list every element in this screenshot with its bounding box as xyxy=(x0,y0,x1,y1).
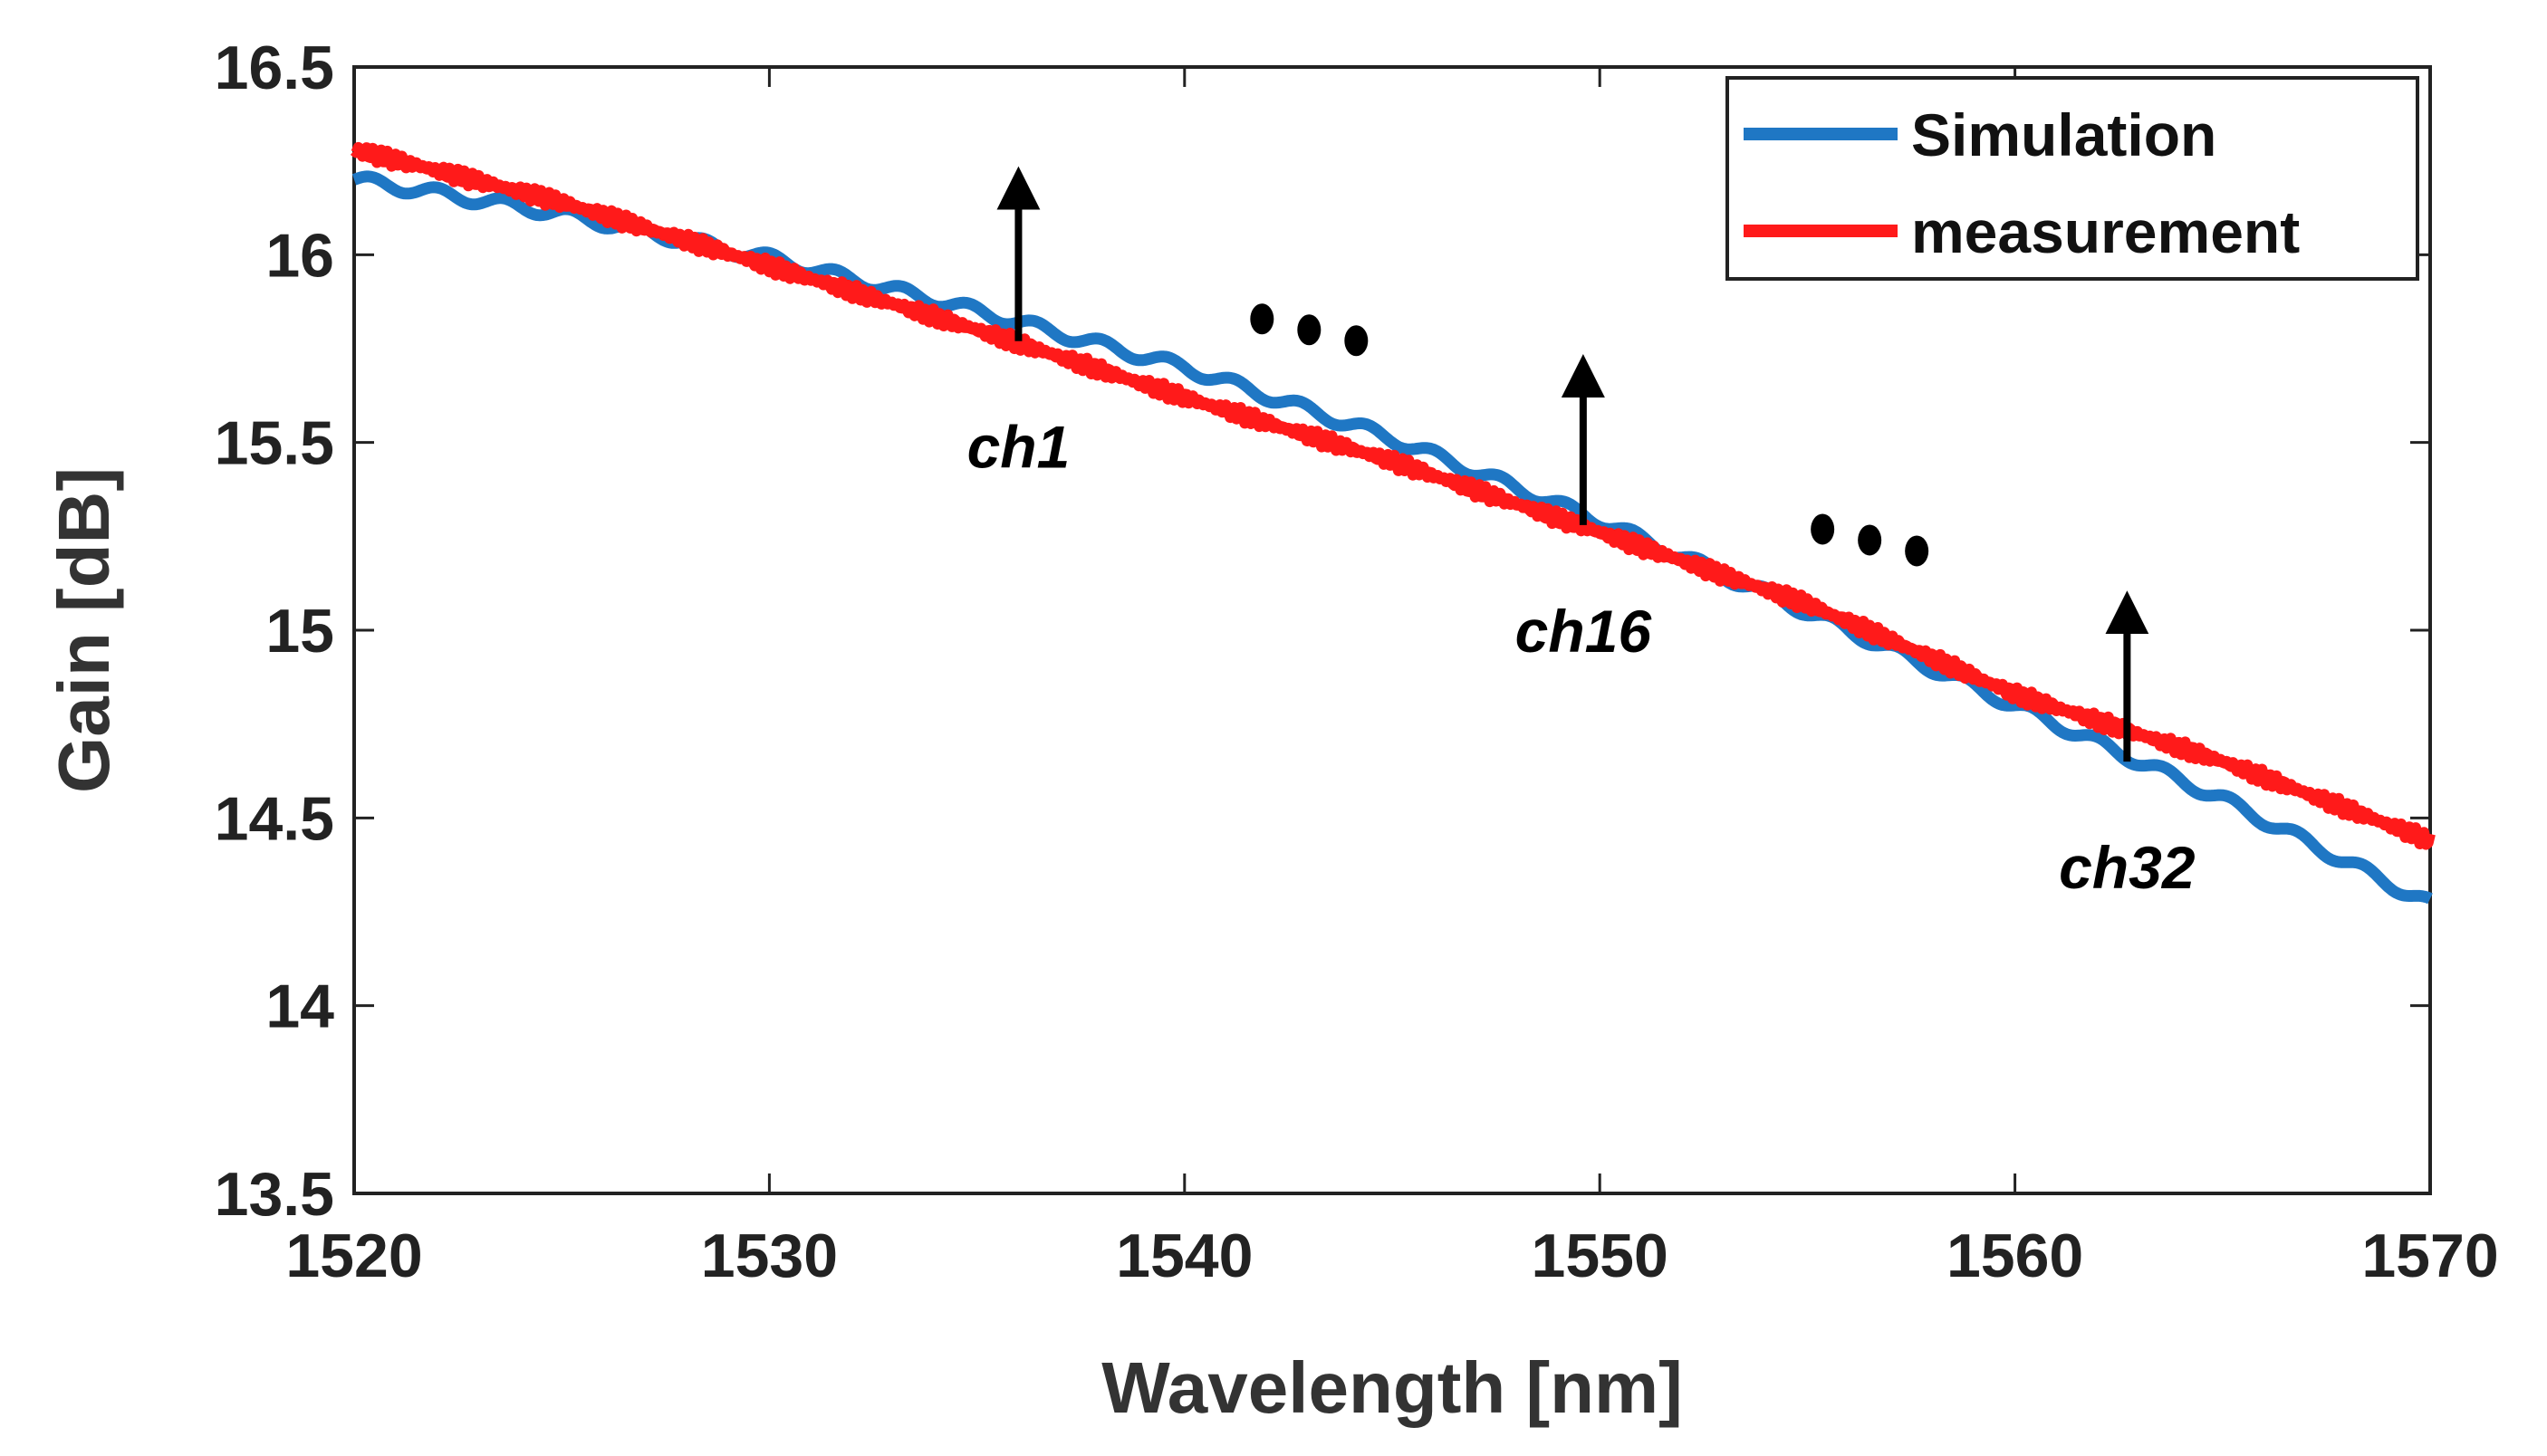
ellipsis-dot xyxy=(1905,535,1929,567)
ellipsis-dot xyxy=(1858,524,1882,556)
y-tick-label: 14.5 xyxy=(215,784,334,853)
y-tick-label: 15 xyxy=(265,597,334,666)
x-tick-label: 1570 xyxy=(2361,1221,2498,1290)
y-tick-label: 13.5 xyxy=(215,1160,334,1229)
x-tick-label: 1520 xyxy=(285,1221,422,1290)
legend-label-measurement: measurement xyxy=(1911,198,2300,265)
channel-label-ch32: ch32 xyxy=(2059,834,2196,901)
ellipsis-dot xyxy=(1250,303,1274,335)
y-tick-label: 15.5 xyxy=(215,409,334,478)
y-tick-label: 16 xyxy=(265,221,334,290)
ellipsis-dot xyxy=(1344,325,1369,357)
legend-box xyxy=(1725,76,2419,281)
ellipsis-dot xyxy=(1811,513,1835,545)
x-tick-label: 1560 xyxy=(1946,1221,2083,1290)
series-line-measurement xyxy=(350,141,2436,850)
channel-label-ch1: ch1 xyxy=(967,414,1071,481)
x-tick-label: 1550 xyxy=(1532,1221,1668,1290)
ellipsis-dot xyxy=(1297,314,1322,346)
y-axis-label: Gain [dB] xyxy=(43,467,124,793)
y-tick-label: 16.5 xyxy=(215,34,334,102)
x-tick-label: 1540 xyxy=(1116,1221,1253,1290)
y-tick-label: 14 xyxy=(265,972,334,1041)
x-axis-label: Wavelength [nm] xyxy=(1101,1347,1682,1428)
legend: Simulation measurement xyxy=(1725,76,2419,281)
legend-label-simulation: Simulation xyxy=(1911,101,2216,168)
ellipsis-marker xyxy=(1250,303,1369,357)
x-tick-label: 1530 xyxy=(701,1221,838,1290)
channel-label-ch16: ch16 xyxy=(1515,598,1653,665)
ellipsis-marker xyxy=(1811,513,1929,567)
